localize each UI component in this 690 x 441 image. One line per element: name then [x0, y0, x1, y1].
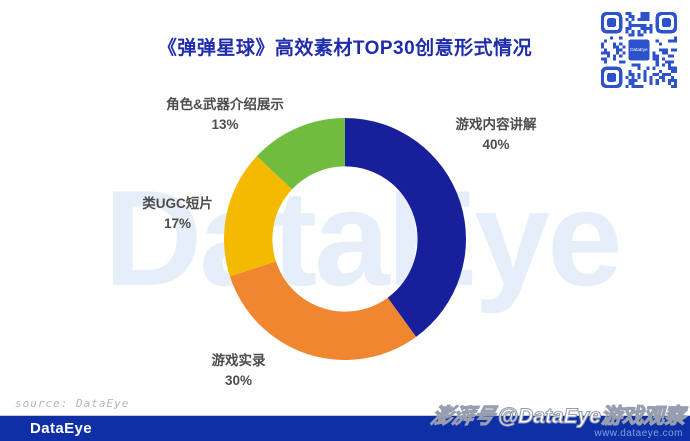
slice-label-ugc-clip: 类UGC短片 17% — [95, 194, 260, 234]
stamp-text: @DataEye游戏观察 — [497, 404, 685, 428]
page-title: 《弹弹星球》高效素材TOP30创意形式情况 — [157, 38, 533, 59]
slice-label-character-weapon: 角色&武器介绍展示 13% — [130, 95, 320, 135]
donut-slice-13% — [256, 118, 345, 190]
slice-name: 游戏内容讲解 — [455, 117, 537, 132]
slice-percent: 40% — [482, 137, 510, 152]
footer-bar — [0, 415, 690, 441]
slice-percent: 13% — [211, 117, 239, 132]
slice-percent: 17% — [163, 216, 192, 231]
qr-code-image: DataEye — [601, 12, 677, 88]
donut-chart — [223, 118, 466, 360]
slice-name: 类UGC短片 — [142, 196, 213, 211]
pengpai-account-stamp: 澎湃号@DataEye游戏观察 — [428, 400, 686, 430]
pengpai-logo: 澎湃号 — [428, 404, 498, 428]
slice-label-game-content: 游戏内容讲解 40% — [412, 115, 580, 155]
dataeye-logo: DataEye — [30, 420, 93, 437]
slice-name: 角色&武器介绍展示 — [166, 97, 284, 112]
slice-name: 游戏实录 — [211, 353, 266, 368]
source-note: source: DataEye — [15, 397, 130, 410]
qr-code: DataEye — [601, 12, 677, 88]
donut-slice-30% — [229, 261, 417, 360]
donut-slice-40% — [345, 118, 466, 337]
donut-slice-17% — [223, 156, 293, 277]
slice-label-gameplay-recording: 游戏实录 30% — [156, 351, 321, 391]
svg-text:DataEye: DataEye — [630, 47, 648, 52]
dataeye-background-watermark: DataEye — [104, 162, 623, 314]
slice-percent: 30% — [224, 373, 253, 388]
footer-url: www.dataeye.com — [594, 428, 683, 439]
